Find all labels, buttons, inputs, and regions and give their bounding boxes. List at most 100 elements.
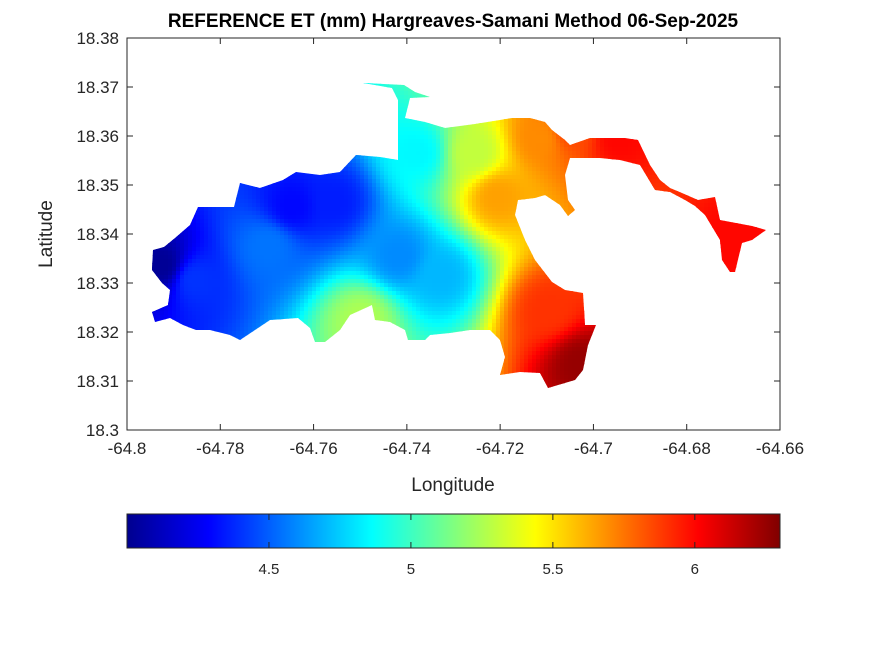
heat-cell [484,183,489,188]
heat-cell [652,179,657,184]
heat-cell [400,151,405,156]
heat-cell [512,151,517,156]
heat-cell [544,127,549,132]
heat-cell [540,191,545,196]
heat-cell [460,135,465,140]
heat-cell [516,127,521,132]
heat-cell [460,183,465,188]
heat-cell [296,191,301,196]
heat-cell [408,179,413,184]
heat-cell [588,151,593,156]
heat-cell [300,199,305,204]
heat-cell [368,159,373,164]
heat-cell [400,163,405,168]
heat-cell [544,135,549,140]
heat-cell [480,139,485,144]
heat-cell [544,167,549,172]
heat-cell [512,123,517,128]
heat-cell [452,143,457,148]
heat-cell [696,199,701,204]
heat-cell [432,199,437,204]
heat-cell [252,199,257,204]
heat-cell [512,139,517,144]
heat-cell [372,167,377,172]
heat-cell [464,131,469,136]
heat-cell [332,179,337,184]
heat-cell [476,163,481,168]
heat-cell [512,135,517,140]
heat-cell [552,167,557,172]
heat-cell [612,143,617,148]
heat-cell [508,199,513,204]
heat-cell [604,151,609,156]
heat-cell [444,171,449,176]
heat-cell [492,143,497,148]
heat-cell [488,151,493,156]
heat-cell [540,175,545,180]
heat-cell [584,147,589,152]
heat-cell [592,139,597,144]
heat-cell [456,175,461,180]
heat-cell [424,167,429,172]
heat-cell [328,199,333,204]
heat-cell [348,191,353,196]
heat-cell [552,163,557,168]
heat-cell [524,151,529,156]
heat-cell [256,191,261,196]
heat-cell [436,135,441,140]
heat-cell [428,195,433,200]
heat-cell [476,199,481,204]
heat-cell [352,183,357,188]
heat-cell [412,179,417,184]
heat-cell [528,155,533,160]
heat-cell [408,131,413,136]
heat-cell [488,143,493,148]
heat-cell [392,171,397,176]
heat-cell [368,191,373,196]
heat-cell [448,195,453,200]
heat-cell [516,135,521,140]
heat-cell [432,191,437,196]
heat-cell [416,159,421,164]
heat-cell [356,159,361,164]
heat-cell [392,163,397,168]
heat-cell [564,143,569,148]
heat-cell [644,159,649,164]
heat-cell [516,119,521,124]
heat-cell [384,183,389,188]
heat-cell [436,175,441,180]
heat-cell [444,143,449,148]
heat-cell [476,139,481,144]
heat-cell [308,191,313,196]
heat-cell [456,199,461,204]
heat-cell [292,179,297,184]
heat-cell [308,179,313,184]
heat-cell [496,163,501,168]
heat-cell [456,139,461,144]
heat-cell [416,127,421,132]
heat-cell [476,143,481,148]
heat-cell [492,167,497,172]
heat-cell [416,179,421,184]
heat-cell [620,147,625,152]
heat-cell [472,127,477,132]
heat-cell [348,171,353,176]
heat-cell [420,163,425,168]
heat-cell [488,159,493,164]
heat-cell [388,183,393,188]
heat-cell [412,91,417,96]
heat-cell [312,183,317,188]
heat-cell [376,175,381,180]
heat-cell [448,199,453,204]
heat-cell [544,175,549,180]
heat-cell [424,147,429,152]
heat-cell [288,175,293,180]
heat-cell [380,159,385,164]
heat-cell [456,187,461,192]
heat-cell [464,183,469,188]
heat-cell [348,179,353,184]
heat-cell [480,187,485,192]
heat-cell [636,159,641,164]
heat-cell [444,151,449,156]
heat-cell [432,147,437,152]
